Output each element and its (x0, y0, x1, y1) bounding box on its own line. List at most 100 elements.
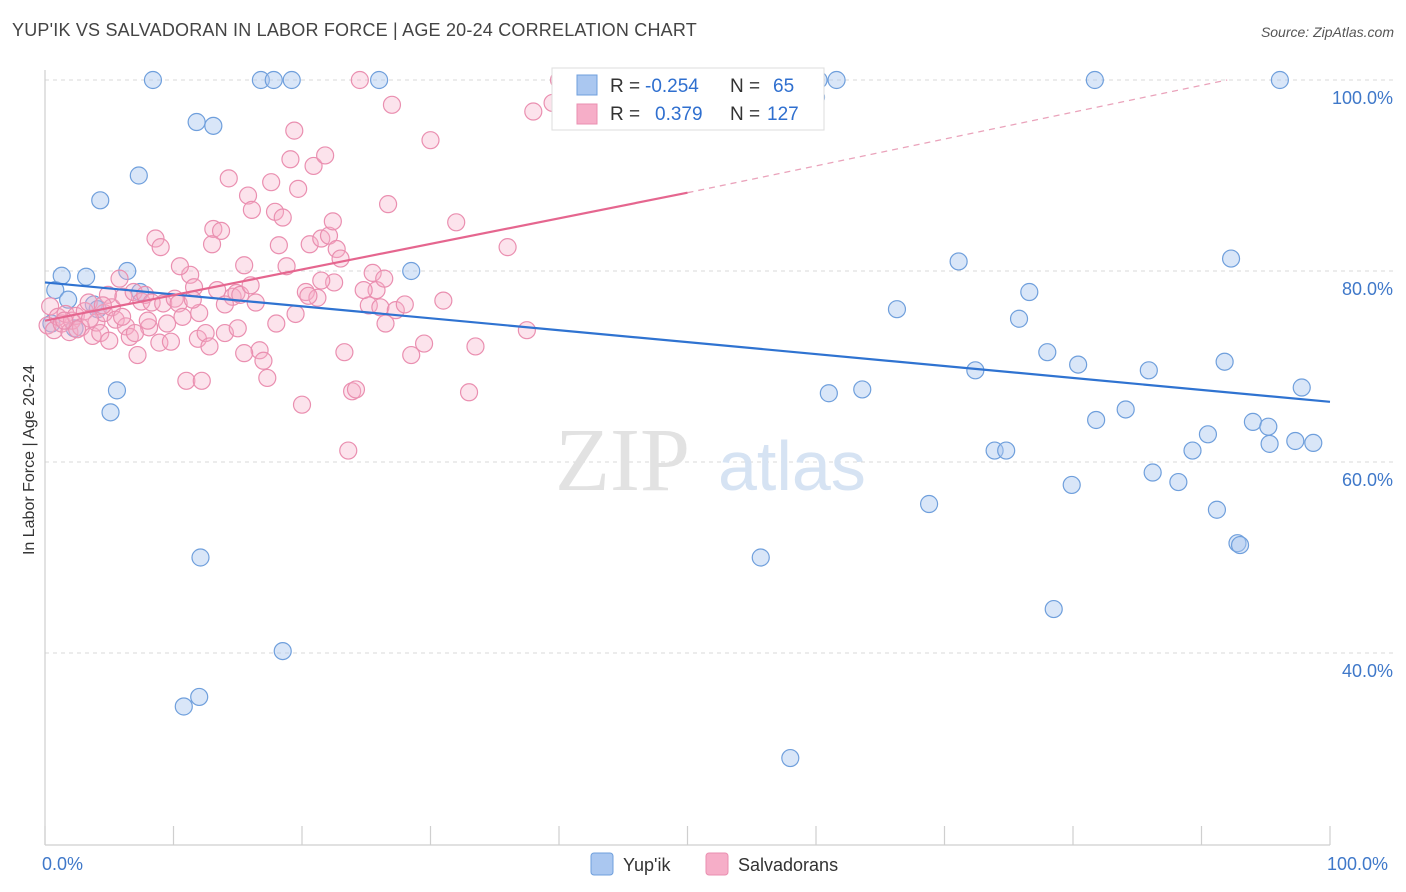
yupik-point (1259, 417, 1278, 436)
yupik-point (1020, 282, 1039, 302)
salvadoran-point (68, 320, 87, 339)
salvadoran-point (80, 309, 100, 328)
legend-n-label-yupik: N = (730, 76, 760, 97)
yupik-point (282, 70, 301, 90)
salvadoran-point (112, 307, 132, 326)
salvadoran-point (285, 121, 304, 140)
yupik-point (1221, 249, 1241, 268)
salvadoran-point (250, 341, 269, 360)
salvadoran-point (277, 257, 296, 276)
salvadoran-point (228, 319, 247, 338)
axes (44, 70, 1331, 846)
legend-swatch-yupik (576, 74, 598, 96)
salvadoran-point (346, 380, 366, 399)
salvadoran-point (327, 239, 346, 259)
salvadoran-point (116, 317, 136, 336)
yupik-point (1215, 352, 1234, 371)
salvadoran-point (235, 344, 254, 363)
salvadoran-point (350, 70, 369, 90)
salvadoran-point (323, 212, 342, 231)
yupik-point (1116, 400, 1135, 419)
salvadoran-point (267, 314, 286, 333)
series-legend: Yup'ik Salvadorans (590, 852, 838, 876)
yupik-point (887, 300, 907, 319)
yupik-point (919, 494, 939, 514)
legend-n-value-yupik: 65 (773, 76, 794, 97)
y-tick-label: 40.0% (1342, 661, 1393, 681)
grid-lines (45, 79, 1395, 654)
salvadoran-point (192, 371, 211, 390)
yupik-trend-line (44, 281, 1331, 403)
salvadoran-point (376, 314, 395, 333)
salvadoran-point (254, 351, 273, 370)
yupik-point (204, 116, 223, 135)
salvadoran-point (110, 269, 129, 288)
trend-lines (44, 79, 1331, 403)
bottom-legend-swatch-yupik (590, 852, 614, 876)
salvadoran-point (382, 95, 402, 114)
yupik-point (118, 261, 137, 281)
salvadoran-point (262, 173, 281, 192)
salvadoran-point (524, 102, 543, 121)
yupik-point (1087, 410, 1106, 430)
salvadoran-point (273, 208, 292, 227)
salvadoran-point (375, 269, 394, 288)
legend-n-label-salvadoran: N = (730, 104, 760, 125)
yupik-point (1143, 463, 1162, 482)
salvadoran-point (157, 314, 177, 333)
salvadoran-point (289, 179, 308, 198)
yupik-point (1292, 378, 1311, 397)
y-tick-label: 80.0% (1342, 279, 1393, 299)
yupik-point (1243, 412, 1263, 431)
y-tick-labels: 40.0% 60.0% 80.0% 100.0% (1332, 88, 1393, 681)
salvadoran-point (161, 332, 181, 351)
yupik-point (143, 70, 163, 90)
yupik-point (59, 290, 78, 309)
yupik-point (1009, 309, 1029, 328)
yupik-point (1304, 433, 1323, 452)
salvadoran-trend-line (44, 191, 688, 322)
yupik-point (1062, 475, 1081, 495)
salvadoran-point (371, 298, 390, 317)
salvadoran-point (146, 229, 165, 248)
yupik-point (949, 252, 968, 271)
salvadoran-point (354, 281, 373, 300)
salvadoran-point (170, 257, 190, 276)
yupik-point (1038, 343, 1057, 362)
yupik-point (827, 70, 846, 90)
salvadoran-point (335, 343, 354, 362)
y-tick-label: 100.0% (1332, 88, 1393, 108)
yupik-point (1270, 70, 1289, 90)
yupik-point (402, 261, 421, 281)
x-tick-label-min: 0.0% (42, 854, 83, 874)
yupik-point (1207, 500, 1227, 519)
salvadoran-point (183, 290, 202, 309)
salvadoran-point (128, 345, 147, 365)
yupik-point (853, 380, 872, 399)
salvadoran-point (498, 238, 517, 257)
chart-title: YUP'IK VS SALVADORAN IN LABOR FORCE | AG… (12, 20, 697, 40)
salvadoran-point (125, 323, 145, 343)
yupik-point (77, 267, 96, 286)
yupik-point (1169, 472, 1188, 492)
salvadoran-point (319, 226, 339, 245)
salvadoran-point (517, 321, 536, 340)
yupik-point (190, 687, 209, 707)
yupik-point (751, 548, 770, 567)
salvadoran-point (414, 334, 434, 353)
yupik-point (191, 548, 210, 567)
salvadoran-point (138, 311, 157, 330)
source-credit: Source: ZipAtlas.com (1260, 24, 1394, 40)
salvadoran-point (363, 263, 382, 283)
salvadoran-point (402, 345, 421, 365)
yupik-point (273, 641, 292, 661)
yupik-point (1183, 441, 1202, 460)
salvadoran-point (378, 195, 398, 214)
salvadoran-point (286, 304, 305, 324)
salvadoran-point (177, 371, 196, 390)
x-tick-label-max: 100.0% (1327, 854, 1388, 874)
salvadoran-trend-extension (687, 79, 1228, 194)
salvadoran-point (269, 236, 288, 255)
salvadoran-point (339, 441, 358, 460)
